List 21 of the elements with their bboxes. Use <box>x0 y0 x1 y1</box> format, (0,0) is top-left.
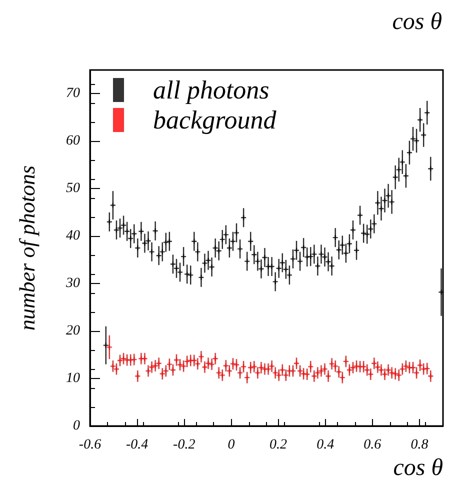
legend-label: all photons <box>153 76 270 104</box>
x-axis-title: cos θ <box>393 455 444 481</box>
x-tick-label: 0.8 <box>410 438 428 452</box>
x-tick-label: -0.2 <box>173 438 196 452</box>
x-tick-label: -0.4 <box>126 438 148 452</box>
y-tick-label: 10 <box>66 371 80 386</box>
y-tick-label: 40 <box>66 228 80 244</box>
x-tick-label: -0.6 <box>78 438 102 452</box>
x-tick-label: 0 <box>228 438 235 452</box>
x-tick-label: 0.4 <box>316 438 334 452</box>
text: cos θ <box>392 9 442 35</box>
x-tick-label: 0.6 <box>364 438 382 452</box>
y-tick-label: 50 <box>66 181 80 196</box>
y-tick-label: 30 <box>65 276 80 292</box>
y-tick-label: 60 <box>66 134 80 149</box>
x-tick-label: 0.2 <box>270 438 288 452</box>
y-tick-label: 70 <box>66 86 80 102</box>
y-axis-title: number of photons <box>14 166 40 330</box>
y-tick-label: 0 <box>73 418 80 434</box>
y-tick-label: 20 <box>66 324 80 339</box>
legend-label: background <box>153 106 278 134</box>
